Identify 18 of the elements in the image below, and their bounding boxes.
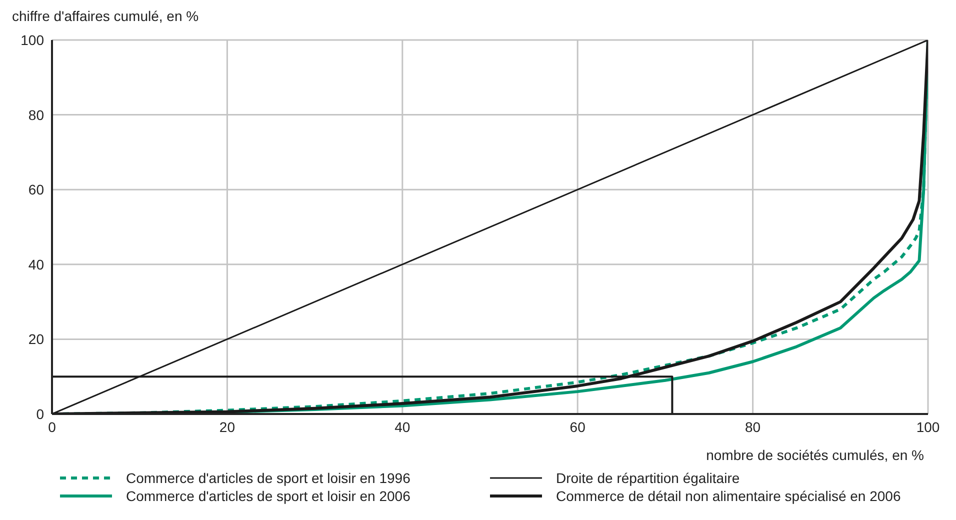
legend-label: Commerce de détail non alimentaire spécialisé en 2006 — [556, 488, 901, 504]
legend-label: Droite de répartition égalitaire — [556, 470, 740, 486]
x-tick-label: 20 — [219, 418, 236, 435]
x-axis-title: nombre de sociétés cumulés, en % — [706, 447, 924, 463]
y-tick-label: 60 — [28, 182, 44, 198]
y-tick-label: 80 — [28, 106, 44, 123]
y-tick-label: 0 — [36, 406, 44, 422]
y-axis-title: chiffre d'affaires cumulé, en % — [12, 8, 200, 26]
x-tick-label: 60 — [570, 418, 586, 435]
x-tick-label: 40 — [394, 418, 410, 435]
x-tick-label: 80 — [745, 418, 761, 435]
y-tick-label: 20 — [28, 331, 44, 348]
legend-label: Commerce d'articles de sport et loisir en 1996 — [126, 470, 410, 486]
y-tick-label: 40 — [28, 256, 44, 272]
legend-label: Commerce d'articles de sport et loisir en 2006 — [126, 488, 410, 504]
x-tick-label: 0 — [48, 418, 56, 435]
x-tick-label: 100 — [916, 418, 940, 435]
y-tick-label: 100 — [20, 32, 44, 48]
